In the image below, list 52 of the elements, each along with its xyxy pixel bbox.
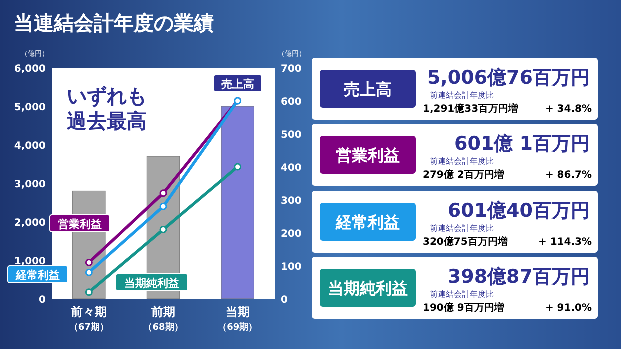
text: 経常利益 xyxy=(15,269,60,282)
text: 前連結会計年度比 xyxy=(430,290,494,299)
y2-tick-label: 400 xyxy=(281,163,302,174)
text: + 114.3% xyxy=(538,237,592,248)
x-tick-label: 前期（68期） xyxy=(144,305,184,333)
y-tick-label: 0 xyxy=(39,295,46,306)
y-tick-label: 5,000 xyxy=(14,102,46,114)
y-tick-label: 3,000 xyxy=(14,180,46,190)
text: + 34.8% xyxy=(545,104,592,115)
text: 前連結会計年度比 xyxy=(430,224,494,233)
text: 1,291億33百万円増 xyxy=(423,103,519,115)
point xyxy=(85,268,93,276)
point xyxy=(160,202,168,210)
annotation: いずれも過去最高 xyxy=(66,84,147,133)
text: 当期純利益 xyxy=(328,279,408,298)
point xyxy=(85,288,93,296)
text: 売上高 xyxy=(344,80,392,99)
y-tick-label: 4,000 xyxy=(14,141,46,152)
x-tick-label: 前々期（67期） xyxy=(69,305,109,333)
text: 601億 1百万円 xyxy=(454,133,590,155)
point xyxy=(234,163,242,171)
y2-tick-label: 200 xyxy=(281,229,302,240)
series-label: 当期純利益 xyxy=(124,277,180,290)
text: + 86.7% xyxy=(545,170,592,181)
text: 279億 2百万円増 xyxy=(423,169,504,181)
text: 営業利益 xyxy=(336,146,400,165)
text: 398億87百万円 xyxy=(448,266,590,288)
text: 320億75百万円増 xyxy=(423,236,508,248)
text: 前連結会計年度比 xyxy=(430,91,494,100)
text: + 91.0% xyxy=(545,303,592,314)
y2-tick-label: 500 xyxy=(281,130,302,141)
y-tick-label: 2,000 xyxy=(14,218,46,229)
y-tick-label: 1,000 xyxy=(14,256,46,268)
y-tick-label: 6,000 xyxy=(14,64,46,75)
y2-tick-label: 100 xyxy=(281,262,302,273)
bar xyxy=(221,106,254,300)
series-label: 営業利益 xyxy=(58,218,102,231)
y2-tick-label: 600 xyxy=(281,97,302,108)
x-tick-label: 当期（69期） xyxy=(218,305,258,333)
series-label: 売上高 xyxy=(222,78,254,91)
text: 前連結会計年度比 xyxy=(430,157,494,166)
point xyxy=(85,258,93,266)
y2-tick-label: 700 xyxy=(281,64,302,75)
text: 経常利益 xyxy=(335,213,400,232)
chart-title: 当連結会計年度の業績 xyxy=(14,11,214,35)
text: 5,006億76百万円 xyxy=(427,67,590,89)
text: 601億40百万円 xyxy=(448,200,590,222)
point xyxy=(160,190,168,198)
text: 190億 9百万円増 xyxy=(423,302,504,314)
y2-tick-label: 300 xyxy=(281,196,302,207)
point xyxy=(160,226,168,234)
y2-tick-label: 0 xyxy=(281,295,288,306)
